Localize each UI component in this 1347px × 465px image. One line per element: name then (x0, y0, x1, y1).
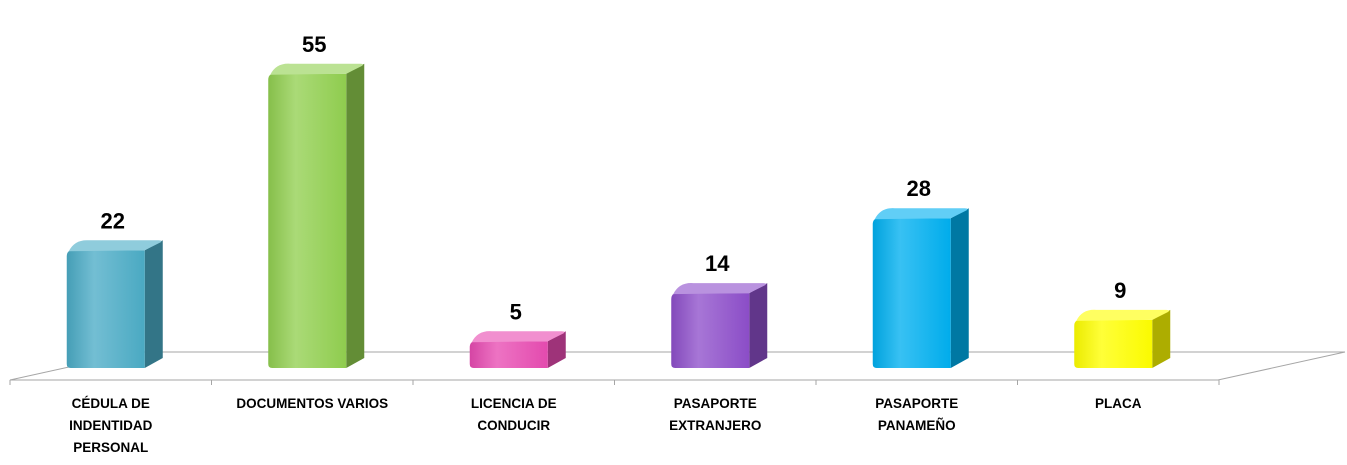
bar (872, 208, 969, 368)
value-label: 14 (705, 251, 730, 276)
bar-front (66, 250, 145, 368)
bar (66, 240, 163, 368)
category-label: DOCUMENTOS VARIOS (236, 396, 388, 411)
bar-top (874, 208, 968, 220)
value-label: 55 (302, 32, 326, 57)
bar (671, 283, 768, 368)
bar (469, 331, 566, 368)
bar-side (144, 240, 163, 368)
bar-side (547, 331, 566, 368)
value-label: 9 (1114, 278, 1126, 303)
bar-front (469, 341, 548, 368)
bar-side (950, 208, 969, 368)
bar-top (270, 63, 363, 75)
bar (268, 63, 365, 368)
category-label: PLACA (1095, 396, 1142, 411)
bar-front (872, 218, 951, 368)
value-label: 28 (907, 176, 931, 201)
category-labels: CÉDULA DE INDENTIDAD PERSONAL DOCUMENTOS VA… (69, 396, 1142, 455)
value-label: 5 (510, 299, 522, 324)
bar (1074, 309, 1171, 368)
bar-front (268, 73, 347, 368)
bar-top (1076, 309, 1169, 321)
bars (66, 63, 1171, 368)
bar-top (673, 283, 766, 295)
category-label: PASAPORTE EXTRANJERO (669, 396, 761, 433)
bar-front (671, 293, 750, 368)
category-label: PASAPORTE PANAMEÑO (875, 396, 958, 433)
bar-side (346, 63, 365, 368)
bar-front (1074, 319, 1153, 368)
category-label: CÉDULA DE INDENTIDAD PERSONAL (69, 396, 152, 455)
category-label: LICENCIA DE CONDUCIR (471, 396, 557, 433)
bar-top (68, 240, 162, 252)
bar-side (1152, 309, 1171, 368)
bar-top (471, 331, 565, 343)
value-label: 22 (101, 208, 125, 233)
bar-side (749, 283, 768, 368)
